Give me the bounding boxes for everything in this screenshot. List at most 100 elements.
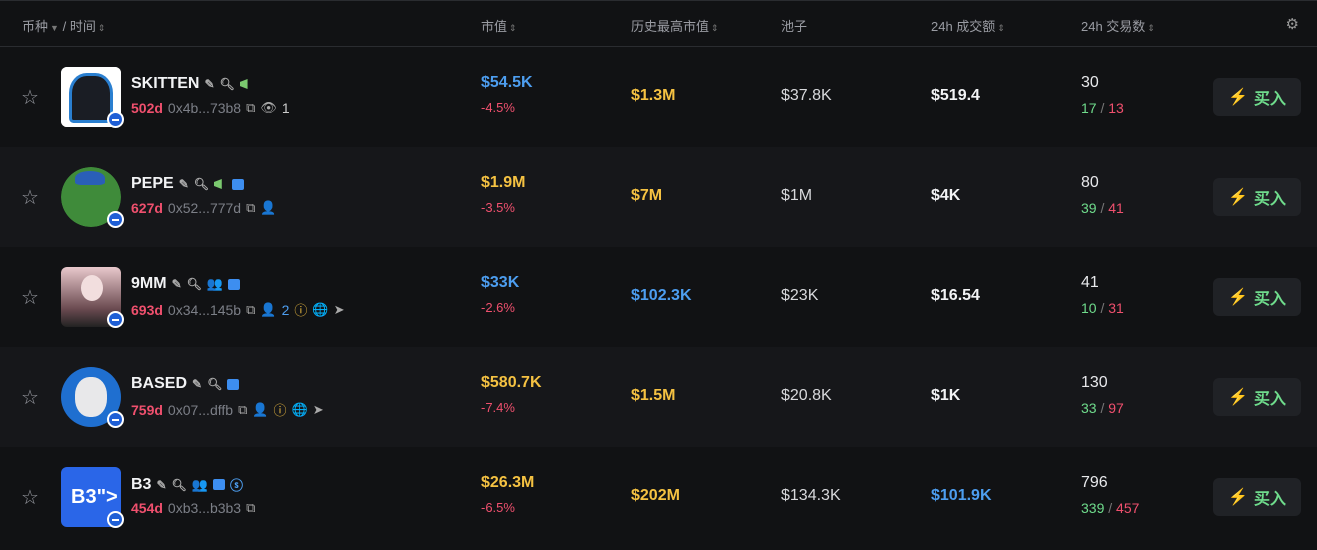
- ath-market-cap: $1.3M: [631, 87, 676, 104]
- edit-icon[interactable]: ✎: [171, 277, 182, 291]
- globe-icon[interactable]: 🌐: [312, 301, 329, 317]
- token-row[interactable]: ☆ B3"> B3 ✎ 🔍︎ 👥 ⓢ 454d 0xb3...b3b3 ⧉ $26.3M -…: [0, 447, 1317, 547]
- copy-icon[interactable]: ⧉: [246, 200, 256, 215]
- token-name[interactable]: SKITTEN: [131, 75, 200, 92]
- token-name[interactable]: BASED: [131, 375, 188, 392]
- sort-icon: ⇕: [509, 23, 517, 33]
- volume-24h: $1K: [931, 387, 961, 404]
- volume-24h: $101.9K: [931, 487, 992, 504]
- edit-icon[interactable]: ✎: [178, 177, 189, 191]
- col-time[interactable]: 时间: [69, 19, 96, 34]
- col-vol[interactable]: 24h 成交额 ⇕: [931, 19, 1005, 34]
- lightning-icon: ⚡: [1228, 289, 1248, 306]
- ath-market-cap: $102.3K: [631, 287, 692, 304]
- user-icon[interactable]: 👤: [260, 200, 277, 215]
- col-coin[interactable]: 币种: [22, 19, 49, 34]
- price-change: -3.5%: [481, 200, 515, 215]
- search-icon[interactable]: 🔍︎: [219, 77, 235, 91]
- col-tx[interactable]: 24h 交易数 ⇕: [1081, 19, 1155, 34]
- buy-button[interactable]: ⚡ 买入: [1213, 278, 1301, 316]
- sort-icon: ⇕: [997, 23, 1005, 33]
- globe-icon[interactable]: 🌐: [291, 401, 308, 417]
- search-icon[interactable]: 🔍︎: [171, 477, 187, 492]
- token-age: 693d: [131, 301, 163, 318]
- token-name[interactable]: B3: [131, 475, 152, 493]
- star-icon[interactable]: ☆: [21, 87, 39, 109]
- token-avatar: [61, 367, 121, 427]
- token-list: ☆ SKITTEN ✎ 🔍︎ 502d 0x4b...73b8 ⧉ 👁 1 $54.5K -…: [0, 47, 1317, 547]
- buy-button[interactable]: ⚡ 买入: [1213, 378, 1301, 416]
- star-icon[interactable]: ☆: [21, 487, 39, 509]
- warning-icon[interactable]: ⓘ: [273, 403, 287, 418]
- user-icon[interactable]: 👤: [260, 301, 277, 317]
- pool-liquidity: $37.8K: [781, 87, 832, 104]
- tx-count: 80: [1081, 174, 1099, 191]
- buy-button[interactable]: ⚡ 买入: [1213, 478, 1301, 516]
- search-icon[interactable]: 🔍︎: [207, 377, 223, 391]
- star-icon[interactable]: ☆: [21, 387, 39, 409]
- token-row[interactable]: ☆ PEPE ✎ 🔍︎ 627d 0x52...777d ⧉ 👤 $1.9M -3.5% …: [0, 147, 1317, 247]
- lightning-icon: ⚡: [1228, 189, 1248, 206]
- token-row[interactable]: ☆ SKITTEN ✎ 🔍︎ 502d 0x4b...73b8 ⧉ 👁 1 $54.5K -…: [0, 47, 1317, 147]
- volume-24h: $4K: [931, 187, 961, 204]
- sell-count: 97: [1108, 400, 1124, 416]
- usdc-coin-icon: ⓢ: [229, 478, 243, 493]
- sort-icon: ⇕: [711, 23, 719, 33]
- ath-market-cap: $202M: [631, 487, 680, 504]
- search-icon[interactable]: 🔍︎: [193, 177, 209, 191]
- edit-icon[interactable]: ✎: [204, 77, 215, 91]
- token-address: 0x07...dffb: [167, 401, 234, 418]
- buy-count: 10: [1081, 300, 1097, 316]
- settings-gear-icon[interactable]: ⚙: [1285, 16, 1299, 33]
- pool-liquidity: $134.3K: [781, 487, 841, 504]
- edit-icon[interactable]: ✎: [156, 477, 167, 492]
- pool-liquidity: $20.8K: [781, 387, 832, 404]
- chain-badge-icon: [107, 411, 124, 428]
- col-pool[interactable]: 池子: [781, 19, 808, 34]
- caret-down-icon: ▼: [50, 23, 59, 33]
- token-row[interactable]: ☆ BASED ✎ 🔍︎ 759d 0x07...dffb ⧉ 👤 ⓘ 🌐 ➤ $580.7K …: [0, 347, 1317, 447]
- token-row[interactable]: ☆ 9MM ✎ 🔍︎ 👥 693d 0x34...145b ⧉ 👤 2 ⓘ 🌐 ➤ $33K -2.…: [0, 247, 1317, 347]
- chain-badge-icon: [107, 111, 124, 128]
- search-icon[interactable]: 🔍︎: [186, 277, 202, 291]
- volume-24h: $16.54: [931, 287, 980, 304]
- buy-button[interactable]: ⚡ 买入: [1213, 178, 1301, 216]
- copy-icon[interactable]: ⧉: [246, 100, 256, 115]
- telegram-icon[interactable]: ➤: [333, 301, 345, 317]
- copy-icon[interactable]: ⧉: [238, 401, 248, 417]
- col-ath[interactable]: 历史最高市值 ⇕: [631, 19, 719, 34]
- sort-icon[interactable]: ⇕: [97, 23, 106, 33]
- table-header: 币种 ▼ / 时间 ⇕ 市值 ⇕ 历史最高市值 ⇕ 池子 24h 成交额 ⇕ 24h 交易…: [0, 0, 1317, 47]
- token-age: 759d: [131, 401, 163, 418]
- star-icon[interactable]: ☆: [21, 187, 39, 209]
- copy-icon[interactable]: ⧉: [246, 301, 256, 317]
- token-name[interactable]: PEPE: [131, 175, 174, 192]
- buy-count: 39: [1081, 200, 1097, 216]
- sell-count: 31: [1108, 300, 1124, 316]
- market-cap: $26.3M: [481, 474, 535, 491]
- market-cap: $54.5K: [481, 74, 533, 91]
- volume-24h: $519.4: [931, 87, 980, 104]
- chat-icon: [227, 378, 240, 390]
- lightning-icon: ⚡: [1228, 489, 1248, 506]
- buy-button[interactable]: ⚡ 买入: [1213, 78, 1301, 116]
- edit-icon[interactable]: ✎: [192, 377, 203, 391]
- token-avatar: [61, 67, 121, 127]
- token-name[interactable]: 9MM: [131, 275, 167, 292]
- sort-icon: ⇕: [1147, 23, 1155, 33]
- sell-count: 13: [1108, 100, 1124, 116]
- tx-count: 796: [1081, 474, 1108, 491]
- telegram-icon[interactable]: ➤: [312, 401, 324, 417]
- col-mcap[interactable]: 市值 ⇕: [481, 19, 517, 34]
- warning-icon[interactable]: ⓘ: [294, 303, 308, 318]
- star-icon[interactable]: ☆: [21, 287, 39, 309]
- sell-count: 457: [1116, 500, 1140, 516]
- people-icon: 👥: [191, 476, 208, 492]
- token-age: 627d: [131, 200, 163, 216]
- price-change: -2.6%: [481, 300, 515, 315]
- copy-icon[interactable]: ⧉: [246, 500, 256, 515]
- chat-icon: [212, 479, 225, 490]
- token-address: 0x52...777d: [167, 200, 242, 216]
- buy-count: 17: [1081, 100, 1097, 116]
- user-icon[interactable]: 👤: [252, 401, 269, 417]
